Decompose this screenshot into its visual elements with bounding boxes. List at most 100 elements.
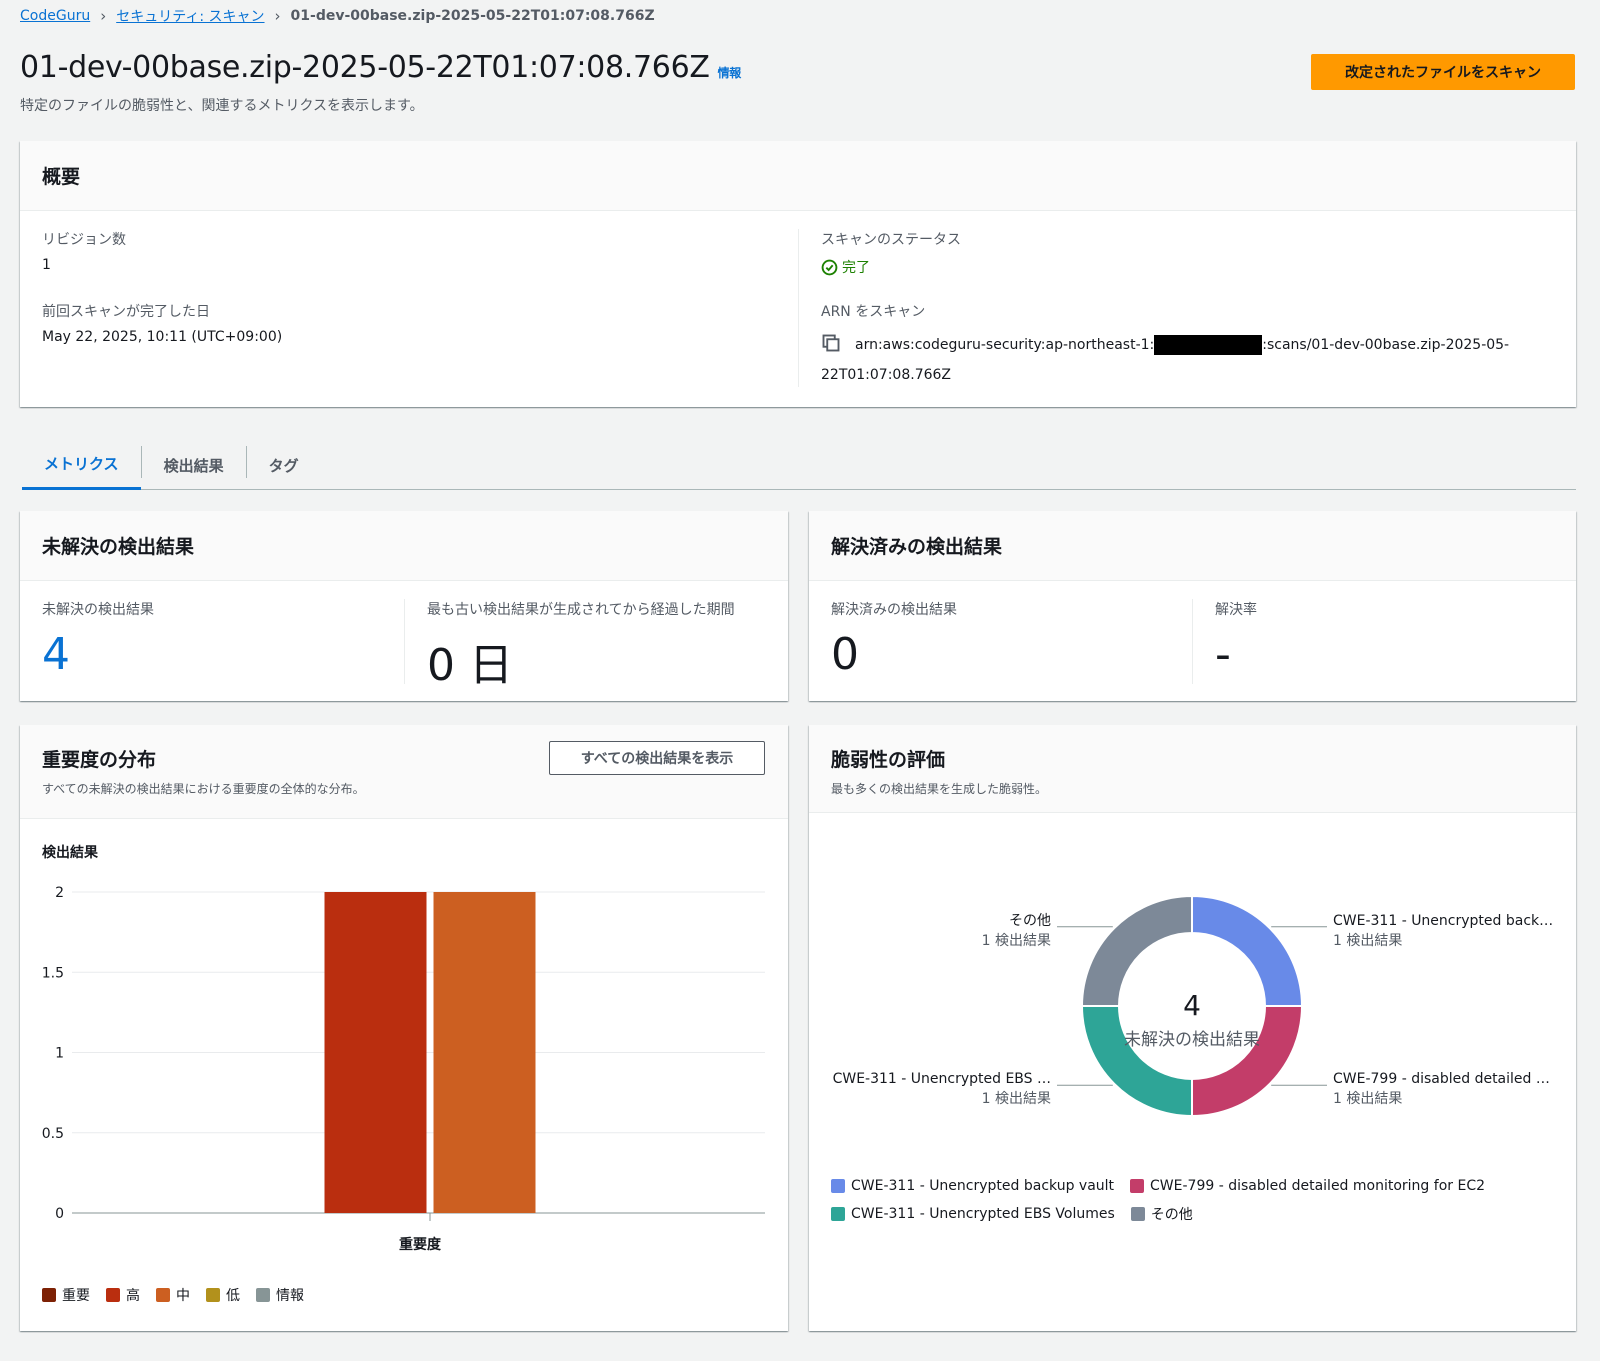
donut-slice-label: CWE-311 - Unencrypted back… — [1333, 913, 1553, 929]
severity-description: すべての未解決の検出結果における重要度の全体的な分布。 — [42, 782, 365, 796]
open-findings-card: 未解決の検出結果 未解決の検出結果 4 最も古い検出結果が生成されてから経過した… — [20, 511, 788, 701]
legend-item[interactable]: その他 — [1130, 1204, 1193, 1224]
overview-title: 概要 — [42, 166, 81, 188]
chevron-right-icon: › — [100, 7, 107, 25]
arn-prefix: arn:aws:codeguru-security:ap-northeast-1… — [855, 337, 1155, 353]
resolution-rate-value: - — [1215, 629, 1231, 680]
legend-label: 重要 — [62, 1288, 90, 1304]
chevron-right-icon: › — [274, 7, 281, 25]
vulnerability-card: 脆弱性の評価 最も多くの検出結果を生成した脆弱性。 CWE-311 - Unen… — [809, 725, 1576, 1331]
tab-findings[interactable]: 検出結果 — [163, 456, 224, 475]
last-scan-label: 前回スキャンが完了した日 — [42, 304, 210, 320]
resolved-count-label: 解決済みの検出結果 — [831, 602, 957, 618]
legend-label: CWE-311 - Unencrypted backup vault — [851, 1178, 1115, 1194]
chart-y-title: 検出結果 — [42, 844, 99, 861]
legend-swatch — [256, 1288, 270, 1302]
legend-item-情報[interactable]: 情報 — [256, 1285, 304, 1305]
legend-label: CWE-799 - disabled detailed monitoring f… — [1150, 1178, 1485, 1194]
arn-suffix: :scans/01-dev-00base.zip-2025-05- — [1262, 337, 1510, 353]
tab-divider — [245, 446, 247, 478]
y-tick-label: 1.5 — [42, 965, 64, 981]
page-title: 01-dev-00base.zip-2025-05-22T01:07:08.76… — [20, 50, 741, 85]
legend-item[interactable]: CWE-311 - Unencrypted EBS Volumes — [831, 1204, 1115, 1224]
vulnerability-legend: CWE-311 - Unencrypted backup vault CWE-79… — [831, 1178, 1551, 1234]
overview-header: 概要 — [20, 141, 1576, 211]
bar-中[interactable] — [433, 892, 536, 1213]
legend-label: 高 — [126, 1288, 140, 1304]
view-all-findings-button[interactable]: すべての検出結果を表示 — [549, 741, 765, 775]
last-scan-value: May 22, 2025, 10:11 (UTC+09:00) — [42, 329, 283, 345]
legend-label: CWE-311 - Unencrypted EBS Volumes — [851, 1206, 1115, 1222]
legend-item[interactable]: CWE-799 - disabled detailed monitoring f… — [1130, 1178, 1485, 1194]
legend-label: 中 — [176, 1288, 190, 1304]
vulnerability-donut-chart: CWE-311 - Unencrypted back… 1 検出結果 CWE-799… — [833, 894, 1553, 1118]
legend-swatch — [156, 1288, 170, 1302]
donut-slice[interactable] — [1191, 894, 1304, 1007]
scan-status-value: 完了 — [842, 260, 870, 276]
donut-center-value: 4 — [1183, 989, 1201, 1022]
tab-metrics[interactable]: メトリクス — [22, 440, 141, 490]
breadcrumb: CodeGuru › セキュリティ: スキャン › 01-dev-00base.… — [20, 6, 655, 26]
y-tick-label: 1 — [55, 1046, 64, 1062]
donut-slice-label: その他 — [1009, 913, 1051, 929]
legend-item-中[interactable]: 中 — [156, 1285, 190, 1305]
donut-slice-label: CWE-799 - disabled detailed … — [1333, 1071, 1550, 1087]
y-tick-label: 0.5 — [42, 1126, 64, 1142]
arn-redacted — [1154, 335, 1263, 355]
breadcrumb-security-scans[interactable]: セキュリティ: スキャン — [116, 9, 265, 25]
legend-swatch — [1130, 1207, 1145, 1221]
legend-item-高[interactable]: 高 — [106, 1285, 140, 1305]
legend-swatch — [206, 1288, 220, 1302]
legend-row: CWE-311 - Unencrypted backup vault CWE-79… — [831, 1178, 1551, 1194]
open-count-value[interactable]: 4 — [42, 629, 70, 680]
legend-swatch — [831, 1179, 845, 1193]
donut-slice[interactable] — [1080, 1005, 1193, 1118]
donut-slice-value: 1 検出結果 — [1333, 1091, 1402, 1107]
donut-slice-value: 1 検出結果 — [1333, 933, 1402, 949]
legend-swatch — [831, 1207, 845, 1221]
page-subtitle: 特定のファイルの脆弱性と、関連するメトリクスを表示します。 — [20, 98, 424, 114]
severity-bar-chart: 検出結果 0 0.5 1 1.5 2 重要度 — [42, 844, 765, 1253]
donut-slice-label: CWE-311 - Unencrypted EBS … — [833, 1071, 1051, 1087]
info-link[interactable]: 情報 — [717, 66, 742, 80]
legend-item-重要[interactable]: 重要 — [42, 1285, 90, 1305]
tab-divider — [140, 446, 142, 478]
y-tick-label: 2 — [55, 885, 64, 901]
legend-item-低[interactable]: 低 — [206, 1285, 240, 1305]
legend-label: 低 — [226, 1288, 240, 1304]
overview-divider — [798, 229, 799, 387]
copy-icon[interactable] — [821, 333, 845, 357]
vulnerability-description: 最も多くの検出結果を生成した脆弱性。 — [831, 782, 1048, 796]
resolved-count-value: 0 — [831, 629, 859, 680]
donut-center-label: 未解決の検出結果 — [1124, 1030, 1260, 1050]
legend-swatch — [106, 1288, 120, 1302]
revisions-value: 1 — [42, 257, 51, 273]
severity-title: 重要度の分布 — [42, 749, 157, 771]
breadcrumb-codeguru[interactable]: CodeGuru — [20, 8, 91, 24]
scan-status: 完了 — [821, 257, 961, 277]
arn-label: ARN をスキャン — [821, 304, 926, 320]
donut-slice[interactable] — [1080, 894, 1193, 1007]
donut-slice[interactable] — [1191, 1005, 1304, 1118]
overview-card: 概要 リビジョン数 1 前回スキャンが完了した日 May 22, 2025, 1… — [20, 141, 1576, 407]
legend-row: CWE-311 - Unencrypted EBS Volumes その他 — [831, 1204, 1551, 1224]
oldest-age-value: 0 日 — [427, 640, 513, 691]
check-circle-icon — [821, 259, 838, 275]
vulnerability-header: 脆弱性の評価 最も多くの検出結果を生成した脆弱性。 — [809, 725, 1576, 813]
chart-x-title: 重要度 — [399, 1236, 442, 1253]
resolved-findings-divider — [1192, 599, 1193, 684]
breadcrumb-current: 01-dev-00base.zip-2025-05-22T01:07:08.76… — [290, 8, 655, 24]
scan-revised-file-button[interactable]: 改定されたファイルをスキャン — [1311, 54, 1575, 90]
donut-slice-value: 1 検出結果 — [982, 933, 1051, 949]
tab-tags[interactable]: タグ — [268, 456, 299, 475]
legend-item[interactable]: CWE-311 - Unencrypted backup vault — [831, 1178, 1114, 1194]
legend-swatch — [42, 1288, 56, 1302]
revisions-label: リビジョン数 — [42, 232, 126, 248]
open-findings-title: 未解決の検出結果 — [42, 536, 195, 558]
severity-legend: 重要 高 中 低 情報 — [42, 1285, 304, 1305]
bar-高[interactable] — [324, 892, 427, 1213]
resolved-findings-card: 解決済みの検出結果 解決済みの検出結果 0 解決率 - — [809, 511, 1576, 701]
resolved-findings-title: 解決済みの検出結果 — [831, 536, 1003, 558]
severity-card: 重要度の分布 すべての未解決の検出結果における重要度の全体的な分布。 すべての検… — [20, 725, 788, 1331]
open-findings-divider — [404, 599, 405, 684]
